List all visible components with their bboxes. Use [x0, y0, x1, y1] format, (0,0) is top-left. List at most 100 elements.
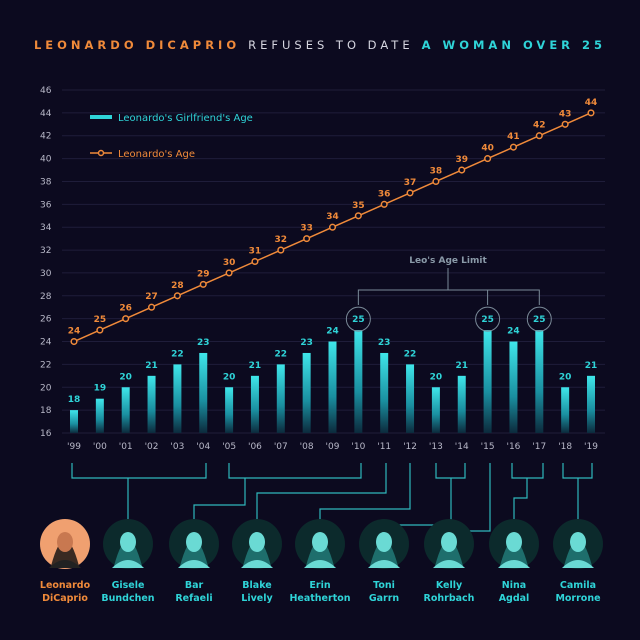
bar: [535, 330, 544, 433]
person-name-last: Morrone: [555, 593, 601, 604]
portrait-shoulders: [112, 560, 144, 568]
bar: [354, 330, 363, 433]
x-tick-label: '11: [377, 442, 391, 452]
person-name: Leonardo DiCaprio: [25, 579, 105, 605]
bar-value-label: 22: [171, 349, 184, 359]
leo-age-point: [251, 257, 259, 266]
person-name: Erin Heatherton: [280, 579, 360, 605]
portrait-face: [312, 532, 328, 552]
year-bracket: [71, 463, 207, 520]
person-name-first: Gisele: [111, 580, 145, 591]
y-tick-label: 44: [40, 109, 52, 119]
x-tick-label: '08: [300, 442, 314, 452]
x-tick-label: '09: [326, 442, 340, 452]
leo-age-point: [328, 223, 337, 231]
leo-age-point: [535, 132, 543, 140]
age-limit-circle: [526, 306, 552, 332]
person-name: Kelly Rohrbach: [409, 579, 489, 605]
bar: [95, 398, 104, 433]
leo-age-point: [458, 166, 466, 174]
x-tick-label: '17: [532, 442, 546, 452]
leo-age-point: [96, 326, 104, 334]
bar-value-label: 21: [249, 361, 262, 371]
year-bracket: [193, 463, 362, 520]
portrait-face: [57, 532, 73, 552]
age-limit-label: Leo's Age Limit: [409, 256, 487, 266]
bar: [431, 387, 440, 433]
leo-age-point: [354, 212, 362, 220]
title-middle: REFUSES TO DATE: [248, 38, 414, 52]
y-tick-label: 38: [40, 177, 52, 187]
y-tick-label: 40: [40, 155, 52, 165]
portrait-shoulders: [49, 560, 81, 568]
leo-age-label: 44: [585, 98, 598, 108]
person-name: Gisele Bundchen: [88, 579, 168, 605]
y-tick-label: 16: [40, 429, 52, 439]
bar-value-label: 22: [275, 349, 288, 359]
leo-age-point: [509, 143, 518, 151]
person-name-last: Heatherton: [289, 593, 351, 604]
bar: [380, 352, 389, 433]
person-name-first: Camila: [559, 580, 597, 591]
portrait-face: [506, 532, 522, 552]
person-name: Blake Lively: [217, 579, 297, 605]
bar-value-label: 20: [119, 372, 132, 382]
bar-value-label: 20: [559, 372, 572, 382]
y-tick-label: 34: [40, 223, 52, 233]
leo-age-label: 25: [94, 315, 107, 325]
y-tick-label: 20: [40, 383, 52, 393]
age-limit-circle: [345, 306, 371, 332]
bar-value-label: 19: [94, 384, 107, 394]
leo-age-point: [380, 200, 388, 208]
person-name: Bar Refaeli: [154, 579, 234, 605]
bar: [276, 364, 285, 433]
portrait-shoulders: [178, 560, 210, 568]
bar-value-label: 20: [430, 372, 443, 382]
leo-age-label: 34: [326, 212, 339, 222]
legend-line-marker: [97, 149, 105, 157]
bar-value-label: 20: [223, 372, 236, 382]
bar: [121, 387, 130, 433]
leo-age-label: 37: [404, 178, 417, 188]
portrait-shoulders: [433, 560, 465, 568]
bar: [457, 375, 466, 433]
portrait-shoulders: [368, 560, 400, 568]
bar: [250, 375, 259, 433]
x-tick-label: '14: [455, 442, 469, 452]
person-name-last: DiCaprio: [42, 593, 88, 604]
leo-age-label: 29: [197, 269, 210, 279]
bar-value-label: 18: [68, 395, 81, 405]
leo-age-point: [561, 120, 569, 128]
person-name-first: Nina: [501, 580, 527, 591]
bar-value-label: 25: [533, 315, 546, 325]
person-name-last: Rohrbach: [423, 593, 475, 604]
bar: [302, 352, 311, 433]
x-tick-label: '02: [145, 442, 159, 452]
x-tick-label: '05: [222, 442, 236, 452]
bar: [70, 410, 78, 433]
person-name-first: Kelly: [435, 580, 463, 591]
person-name-first: Bar: [184, 580, 204, 591]
bar-value-label: 24: [507, 327, 520, 337]
leo-age-label: 31: [249, 247, 262, 257]
bar: [509, 341, 518, 433]
year-bracket: [511, 463, 544, 520]
person-name-last: Garrn: [368, 593, 400, 604]
x-tick-label: '01: [119, 442, 133, 452]
leo-age-point: [587, 109, 595, 117]
portrait-shoulders: [304, 560, 336, 568]
leo-age-label: 39: [455, 155, 468, 165]
y-tick-label: 24: [40, 338, 52, 348]
leo-age-label: 30: [223, 258, 236, 268]
x-tick-label: '18: [558, 442, 572, 452]
year-bracket: [256, 463, 387, 520]
leo-age-label: 28: [171, 281, 184, 291]
leo-age-label: 35: [352, 201, 365, 211]
bar-value-label: 24: [326, 327, 339, 337]
portrait-face: [570, 532, 586, 552]
person-name: Camila Morrone: [538, 579, 618, 605]
chart-title: LEONARDO DICAPRIO REFUSES TO DATE A WOMA…: [0, 38, 640, 52]
leo-age-label: 32: [275, 235, 288, 245]
leo-age-point: [122, 315, 130, 323]
